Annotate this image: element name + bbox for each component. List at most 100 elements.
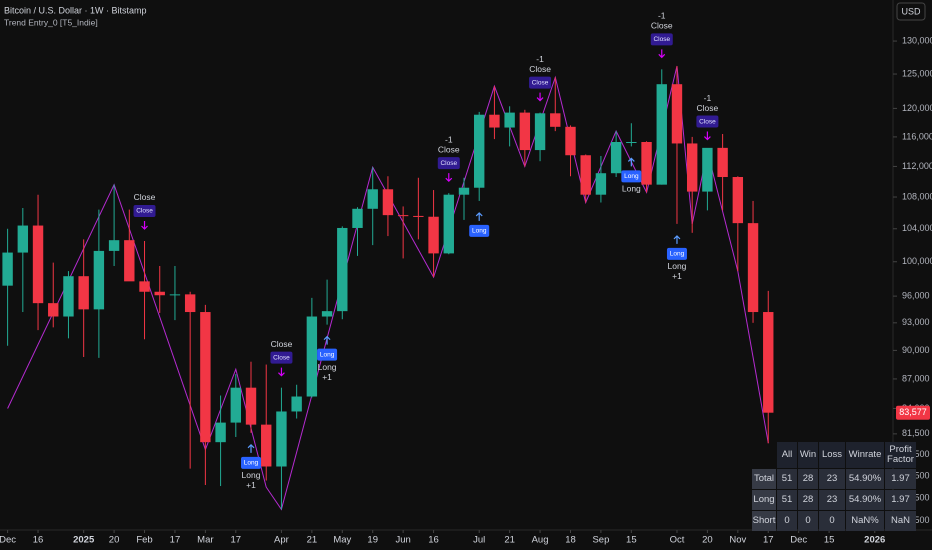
signal-count: -1	[536, 54, 544, 64]
signal-box	[696, 115, 719, 128]
table-cell	[752, 442, 776, 468]
signal-count: +1	[246, 480, 256, 490]
table-cell: 1.97	[885, 469, 916, 489]
candle-body	[565, 126, 576, 156]
signal-text: Long	[622, 184, 641, 194]
candle-body	[702, 147, 713, 192]
x-tick-label: 2025	[73, 535, 95, 546]
x-tick-label: Jul	[473, 535, 485, 546]
candle-body	[474, 114, 485, 188]
table-cell: 0	[798, 511, 818, 531]
table-cell: Profit Factor	[885, 442, 916, 468]
table-cell: NaN	[885, 511, 916, 531]
candle-body	[595, 173, 607, 195]
y-tick-label: 125,000	[902, 68, 932, 78]
candle-body	[78, 276, 89, 310]
candle-body	[717, 147, 728, 178]
x-tick-label: 15	[824, 535, 835, 546]
signal-tag: Long	[670, 251, 685, 258]
y-tick-label: 108,000	[902, 191, 932, 201]
y-tick-label: 104,000	[902, 223, 932, 233]
y-tick-label: 116,000	[902, 131, 932, 141]
last-price-label: 83,577	[899, 407, 927, 417]
signal-arrow	[536, 92, 544, 102]
last-price-box	[896, 405, 930, 420]
candle-body	[580, 155, 591, 195]
candle-body	[32, 225, 44, 304]
x-tick-label: 21	[504, 535, 515, 546]
signal-text: Close	[438, 144, 460, 154]
y-tick-label: 100,000	[902, 256, 932, 266]
signal-text: Long	[668, 261, 687, 271]
candle-body	[458, 187, 470, 195]
signal-text: Long	[242, 470, 261, 480]
candle-body	[747, 223, 759, 313]
signal-tag: Long	[624, 173, 639, 180]
signal-count: -1	[658, 11, 666, 21]
x-tick-label: Aug	[532, 535, 549, 546]
candle-body	[489, 114, 500, 128]
x-tick-label: Dec	[790, 535, 807, 546]
signal-box	[666, 247, 687, 260]
x-tick-label: May	[333, 535, 351, 546]
signal-arrow	[703, 131, 711, 141]
signal-text: Close	[134, 192, 156, 202]
candle-body	[306, 316, 318, 397]
y-tick-label: 87,000	[902, 373, 930, 383]
candle-body	[2, 252, 13, 286]
candle-body	[641, 141, 652, 185]
signal-arrow	[247, 443, 255, 453]
x-tick-label: Feb	[136, 535, 152, 546]
signal-box	[469, 224, 490, 237]
signal-count: +1	[322, 372, 332, 382]
signal-box	[133, 204, 156, 217]
x-tick-label: Jun	[395, 535, 410, 546]
x-tick-label: Nov	[729, 535, 746, 546]
x-tick-label: 2026	[864, 535, 885, 546]
currency-label[interactable]: USD	[901, 6, 921, 16]
x-tick-label: 16	[428, 535, 439, 546]
candle-body	[610, 141, 622, 174]
candle-body	[291, 396, 302, 412]
table-cell: 51	[777, 469, 797, 489]
signal-tag: Close	[653, 36, 670, 43]
signal-arrow	[475, 212, 483, 221]
signal-tag: Long	[244, 460, 259, 467]
candle-body	[671, 84, 683, 144]
signal-count: +1	[672, 271, 682, 281]
y-tick-label: 81,500	[902, 428, 930, 438]
candle-body	[519, 112, 531, 151]
signal-box	[241, 456, 262, 469]
signal-arrow	[627, 157, 635, 167]
candle-body	[230, 387, 242, 423]
table-cell: Loss	[819, 442, 845, 468]
table-cell: 23	[819, 469, 845, 489]
candle-body	[686, 143, 698, 192]
candle-body	[382, 189, 394, 216]
signal-tag: Close	[532, 79, 549, 86]
currency-button[interactable]	[896, 2, 926, 21]
signal-tag: Close	[273, 354, 290, 361]
x-tick-label: 19	[367, 535, 378, 546]
x-tick-label: 15	[626, 535, 637, 546]
signal-box	[621, 170, 642, 183]
x-tick-label: Oct	[670, 535, 685, 546]
x-tick-label: Sep	[592, 535, 609, 546]
signal-arrow	[278, 367, 285, 377]
candle-body	[413, 215, 424, 217]
candle-body	[337, 227, 348, 312]
x-tick-label: 17	[231, 535, 242, 546]
signal-text: Close	[529, 64, 551, 74]
signal-box	[437, 157, 460, 170]
table-cell: All	[777, 442, 797, 468]
candle-body	[200, 312, 211, 443]
signal-text: Long	[318, 362, 337, 372]
table-cell: Total	[752, 469, 776, 489]
signal-arrow	[673, 235, 681, 244]
x-tick-label: 17	[763, 535, 774, 546]
signal-text: Close	[697, 103, 719, 113]
signal-tag: Close	[699, 118, 716, 125]
signal-tag: Close	[440, 160, 457, 167]
